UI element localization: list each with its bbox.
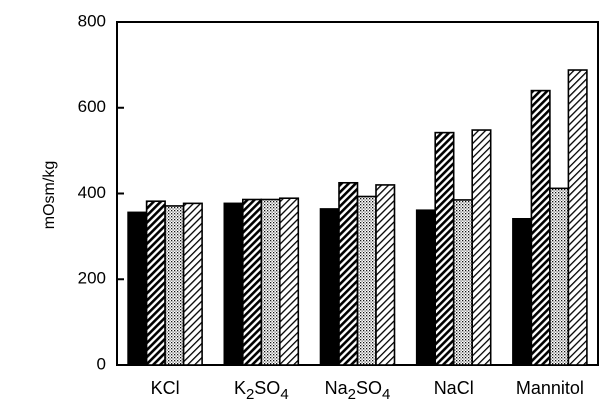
y-tick-label: 200 <box>78 269 106 288</box>
bar-k2so4-series-2 <box>242 198 263 366</box>
bar-kcl-series-2 <box>145 200 166 366</box>
x-category-label: Na2SO4 <box>325 378 391 403</box>
bar-kcl-series-1 <box>127 211 148 366</box>
bar-na2so4-series-2 <box>338 181 359 366</box>
y-axis-title: mOsm/kg <box>41 161 58 229</box>
x-category-label: NaCl <box>434 378 474 398</box>
y-tick-label: 600 <box>78 97 106 116</box>
bar-na2so4-series-3 <box>356 195 377 366</box>
bar-nacl-series-2 <box>434 131 455 366</box>
bar-mannitol-series-1 <box>512 217 533 366</box>
y-tick-label: 800 <box>78 11 106 30</box>
bar-k2so4-series-4 <box>278 197 300 366</box>
bar-na2so4-series-1 <box>319 208 340 366</box>
bar-nacl-series-1 <box>415 209 437 366</box>
bar-nacl-series-4 <box>471 129 492 366</box>
bar-mannitol-series-3 <box>549 187 570 366</box>
x-category-label: KCl <box>151 378 180 398</box>
y-tick-label: 400 <box>78 183 106 202</box>
bar-mannitol-series-4 <box>567 69 588 366</box>
bar-mannitol-series-2 <box>530 89 551 366</box>
y-tick-label: 0 <box>97 354 106 373</box>
bar-k2so4-series-3 <box>260 198 281 366</box>
x-category-label: K2SO4 <box>234 378 289 403</box>
bar-k2so4-series-1 <box>223 202 244 366</box>
bar-nacl-series-3 <box>452 199 474 366</box>
bar-na2so4-series-4 <box>375 184 396 366</box>
x-category-label: Mannitol <box>516 378 584 398</box>
bar-kcl-series-3 <box>164 205 185 366</box>
bar-kcl-series-4 <box>182 202 203 366</box>
